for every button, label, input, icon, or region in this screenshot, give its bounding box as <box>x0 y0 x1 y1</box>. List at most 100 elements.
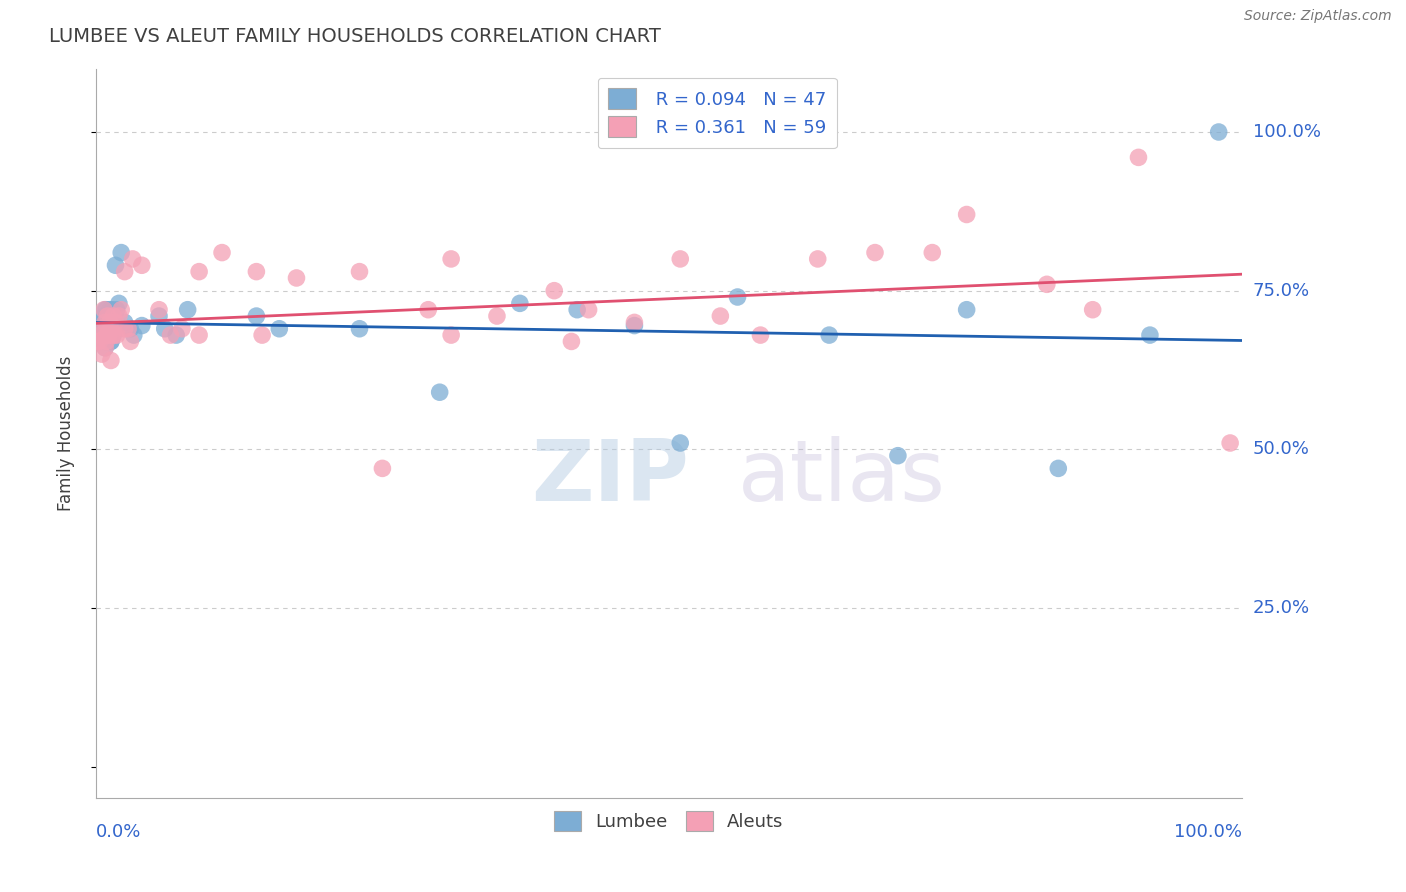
Point <box>96 328 118 343</box>
Point <box>250 328 273 343</box>
Y-axis label: Family Households: Family Households <box>58 356 75 511</box>
Text: 50.0%: 50.0% <box>1253 441 1309 458</box>
Point <box>245 309 267 323</box>
Point <box>98 315 121 329</box>
Point <box>103 318 125 333</box>
Point <box>96 328 118 343</box>
Point <box>96 315 118 329</box>
Point <box>560 334 582 349</box>
Point <box>440 328 463 343</box>
Point <box>87 318 110 333</box>
Point <box>807 252 830 266</box>
Point <box>101 302 124 317</box>
Point <box>131 258 153 272</box>
Point <box>565 302 588 317</box>
Point <box>89 334 111 349</box>
Point <box>93 309 115 323</box>
Point <box>921 245 943 260</box>
Point <box>100 334 122 349</box>
Text: 0.0%: 0.0% <box>96 823 142 841</box>
Point <box>103 328 125 343</box>
Point <box>94 302 117 317</box>
Point <box>120 334 142 349</box>
Point <box>440 252 463 266</box>
Point <box>1047 461 1070 475</box>
Point <box>578 302 600 317</box>
Point <box>188 328 211 343</box>
Point <box>94 341 117 355</box>
Point <box>96 309 118 323</box>
Point <box>669 252 692 266</box>
Legend: Lumbee, Aleuts: Lumbee, Aleuts <box>546 802 793 840</box>
Point <box>110 245 132 260</box>
Point <box>1139 328 1161 343</box>
Point <box>96 309 118 323</box>
Point <box>131 318 153 333</box>
Point <box>269 322 291 336</box>
Point <box>1081 302 1104 317</box>
Point <box>188 265 211 279</box>
Point <box>887 449 910 463</box>
Point <box>623 315 645 329</box>
Point <box>1036 277 1059 292</box>
Point <box>211 245 233 260</box>
Point <box>91 318 114 333</box>
Point <box>101 328 124 343</box>
Text: LUMBEE VS ALEUT FAMILY HOUSEHOLDS CORRELATION CHART: LUMBEE VS ALEUT FAMILY HOUSEHOLDS CORREL… <box>49 27 661 45</box>
Point <box>103 309 125 323</box>
Point <box>669 436 692 450</box>
Point <box>120 322 142 336</box>
Point <box>429 385 451 400</box>
Point <box>97 328 120 343</box>
Point <box>97 328 120 343</box>
Point <box>93 302 115 317</box>
Point <box>100 353 122 368</box>
Point <box>170 322 193 336</box>
Point <box>176 302 198 317</box>
Point <box>749 328 772 343</box>
Point <box>349 265 371 279</box>
Text: ZIP: ZIP <box>531 436 689 519</box>
Point <box>122 328 145 343</box>
Point <box>509 296 531 310</box>
Point <box>108 309 131 323</box>
Point <box>153 322 176 336</box>
Point <box>245 265 267 279</box>
Text: 100.0%: 100.0% <box>1174 823 1241 841</box>
Point <box>121 252 143 266</box>
Point <box>90 347 112 361</box>
Point <box>90 328 112 343</box>
Point <box>94 315 117 329</box>
Point <box>100 322 122 336</box>
Point <box>86 334 108 349</box>
Text: Source: ZipAtlas.com: Source: ZipAtlas.com <box>1244 9 1392 23</box>
Point <box>485 309 508 323</box>
Point <box>94 341 117 355</box>
Point <box>90 328 112 343</box>
Text: atlas: atlas <box>738 436 946 519</box>
Point <box>96 302 118 317</box>
Point <box>148 309 170 323</box>
Text: 100.0%: 100.0% <box>1253 123 1320 141</box>
Point <box>96 322 118 336</box>
Point <box>1208 125 1230 139</box>
Point <box>97 315 120 329</box>
Point <box>285 271 308 285</box>
Point <box>709 309 731 323</box>
Point <box>98 302 121 317</box>
Point <box>117 322 139 336</box>
Point <box>114 322 136 336</box>
Point <box>104 258 127 272</box>
Point <box>623 318 645 333</box>
Point <box>863 245 886 260</box>
Point <box>114 265 136 279</box>
Text: 25.0%: 25.0% <box>1253 599 1310 617</box>
Point <box>114 315 136 329</box>
Point <box>105 328 128 343</box>
Point <box>956 302 979 317</box>
Point <box>90 315 112 329</box>
Point <box>96 334 118 349</box>
Text: 75.0%: 75.0% <box>1253 282 1310 300</box>
Point <box>418 302 440 317</box>
Point <box>148 302 170 317</box>
